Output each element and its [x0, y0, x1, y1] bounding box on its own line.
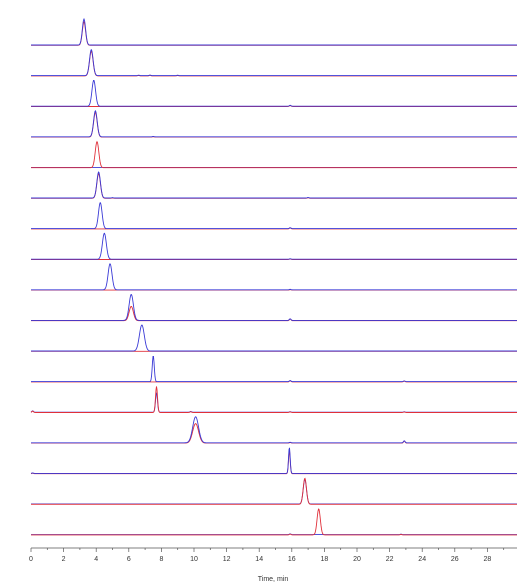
trace-1-red-series: [31, 20, 517, 46]
trace-14-red-series: [31, 423, 517, 444]
trace-15: [30, 447, 517, 475]
x-tick-label: 8: [159, 556, 163, 563]
trace-6-blue-series: [31, 171, 517, 199]
x-axis-label: Time, min: [258, 576, 289, 583]
trace-1-blue-series: [31, 17, 517, 46]
trace-4-red-series: [31, 111, 517, 138]
x-tick-label: 2: [62, 556, 66, 563]
trace-17: [31, 508, 517, 536]
trace-8-blue-series: [31, 232, 517, 260]
trace-3: [31, 79, 517, 107]
trace-1: [31, 17, 517, 46]
x-tick-label: 0: [29, 556, 33, 563]
trace-12-blue-series: [31, 355, 517, 383]
trace-14: [31, 416, 517, 444]
x-tick-label: 26: [451, 556, 459, 563]
trace-3-blue-series: [31, 79, 517, 107]
x-axis: 0 2 4 6 8 10 12 14 16 18 20 22 24 26 28: [29, 547, 517, 563]
trace-2-blue-series: [31, 49, 517, 77]
x-tick-label: 4: [94, 556, 98, 563]
trace-10-blue-series: [31, 294, 517, 321]
trace-7-blue-series: [31, 202, 517, 230]
trace-2-red-series: [31, 50, 517, 77]
trace-8: [31, 232, 517, 260]
x-tick-label: 20: [353, 556, 361, 563]
traces-layer: [30, 17, 517, 536]
trace-4-blue-series: [31, 109, 517, 138]
x-tick-label: 28: [484, 556, 492, 563]
trace-14-blue-series: [31, 416, 517, 444]
x-tick-label: 12: [223, 556, 231, 563]
trace-13-blue-series: [30, 392, 517, 413]
trace-16: [31, 477, 517, 505]
trace-9-blue-series: [31, 262, 517, 291]
trace-7: [31, 202, 517, 230]
trace-17-red-series: [31, 508, 517, 536]
trace-2: [31, 49, 517, 77]
x-tick-label: 6: [127, 556, 131, 563]
x-tick-label: 16: [288, 556, 296, 563]
trace-15-red-series: [30, 450, 517, 475]
trace-12: [31, 355, 517, 383]
trace-6-red-series: [31, 172, 517, 199]
trace-10: [31, 294, 517, 322]
x-tick-label: 14: [255, 556, 263, 563]
x-tick-label: 10: [190, 556, 198, 563]
trace-6: [31, 171, 517, 199]
trace-13: [30, 386, 517, 413]
trace-15-blue-series: [30, 447, 517, 474]
trace-13-red-series: [30, 386, 517, 413]
trace-9: [31, 262, 517, 291]
trace-16-red-series: [31, 477, 517, 505]
trace-10-red-series: [31, 306, 517, 322]
trace-11-blue-series: [31, 324, 517, 352]
trace-4: [31, 109, 517, 138]
trace-5-red-series: [31, 140, 517, 169]
trace-5: [31, 140, 517, 169]
x-tick-label: 24: [418, 556, 426, 563]
x-tick-label: 18: [321, 556, 329, 563]
trace-11: [31, 324, 517, 352]
trace-16-blue-series: [31, 478, 517, 505]
x-tick-label: 22: [386, 556, 394, 563]
